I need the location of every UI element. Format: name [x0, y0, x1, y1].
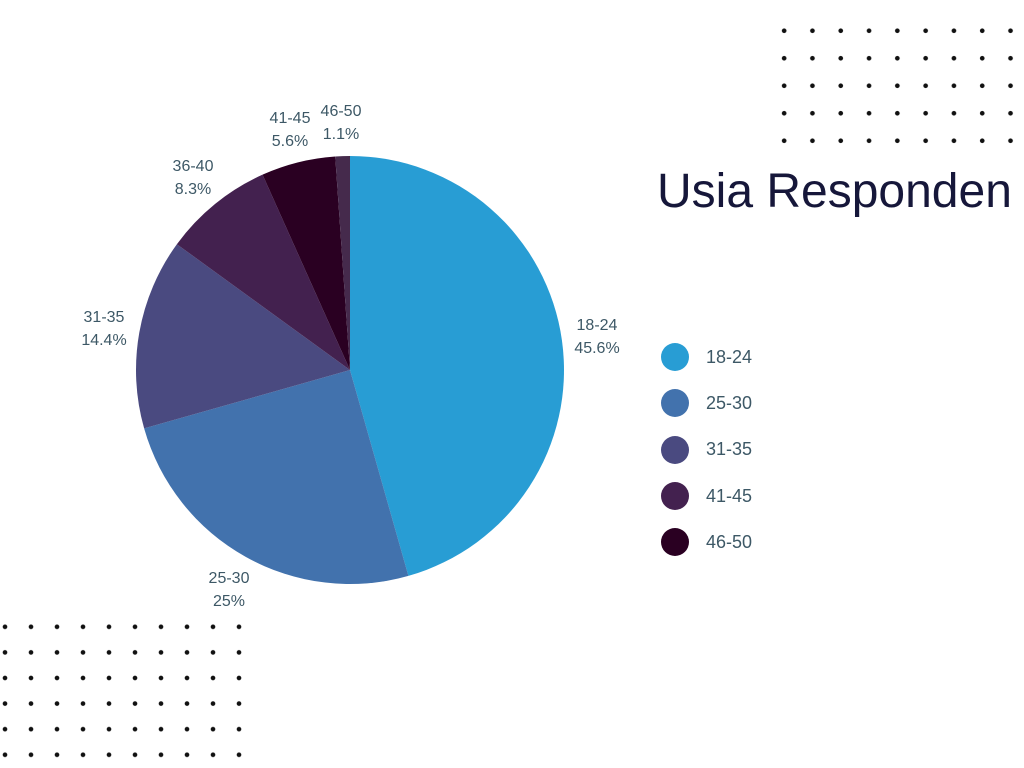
legend-label: 18-24	[706, 346, 753, 367]
slice-label: 31-35 14.4%	[81, 306, 126, 352]
legend-item: 46-50	[661, 519, 752, 565]
legend-swatch	[661, 482, 689, 511]
legend-swatch	[661, 343, 689, 372]
slice-label: 41-45 5.6%	[270, 107, 311, 153]
legend-swatch	[661, 435, 689, 464]
legend-label: 31-35	[706, 439, 753, 460]
decorative-dot-grid-bottom	[0, 614, 254, 768]
slice-label-value: 45.6%	[574, 340, 620, 357]
legend: 18-24 25-30 31-35 41-45 46-50	[661, 334, 752, 565]
slice-label: 18-24 45.6%	[574, 314, 619, 360]
legend-label: 41-45	[706, 485, 753, 506]
slice-label-category: 18-24	[576, 317, 618, 334]
slice-label: 46-50 1.1%	[321, 100, 362, 146]
legend-label: 46-50	[706, 531, 753, 552]
slice-label: 36-40 8.3%	[173, 155, 214, 201]
legend-item: 31-35	[661, 427, 752, 473]
legend-label: 25-30	[706, 392, 753, 413]
slice-label-value: 5.6%	[271, 133, 309, 150]
slice-label-value: 25%	[212, 593, 246, 610]
legend-item: 18-24	[661, 334, 752, 380]
decorative-dot-grid-top	[770, 17, 1024, 155]
legend-item: 25-30	[661, 380, 752, 426]
pie-slice-36-40	[176, 174, 350, 370]
slice-label-category: 25-30	[208, 570, 250, 587]
pie-slice-25-30	[144, 370, 409, 584]
pie-slice-31-35	[136, 244, 350, 429]
chart-title: Usia Responden	[657, 165, 1012, 218]
slice-label-category: 36-40	[172, 158, 214, 175]
slice-label-value: 14.4%	[81, 332, 127, 349]
pie-slice-18-24	[350, 156, 564, 576]
pie-slice-41-45	[262, 156, 350, 370]
slice-label-category: 31-35	[83, 309, 125, 326]
slice-label-value: 1.1%	[322, 126, 360, 143]
legend-item: 41-45	[661, 473, 752, 519]
legend-swatch	[661, 528, 689, 557]
slice-label-category: 41-45	[269, 110, 311, 127]
slice-label-category: 46-50	[320, 103, 362, 120]
slice-label: 25-30 25%	[209, 567, 250, 613]
pie-slice-46-50	[335, 156, 350, 370]
legend-swatch	[661, 389, 689, 418]
slice-label-value: 8.3%	[174, 181, 212, 198]
